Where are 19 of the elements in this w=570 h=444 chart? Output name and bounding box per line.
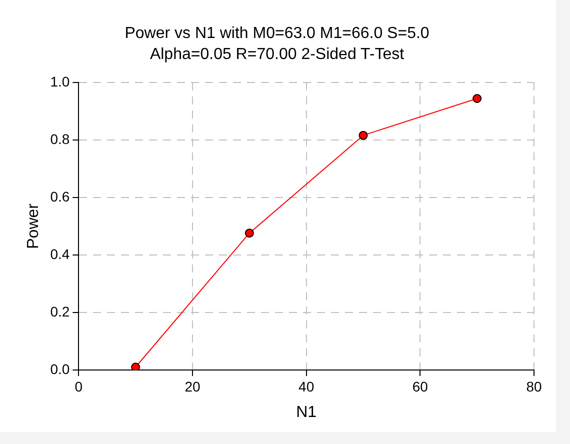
y-tick-label: 0.6 [50,188,70,204]
x-tick-label: 0 [74,378,83,394]
x-tick-label: 80 [526,378,542,394]
y-tick-label: 0.0 [50,360,70,377]
point [244,228,254,238]
y-axis-title: Power [25,202,42,249]
chart-title: Power vs N1 with M0=63.0 M1=66.0 S=5.0 [124,25,430,42]
y-tick-label: 0.4 [50,246,70,262]
y-tick-label: 0.8 [50,130,70,147]
x-tick-label: 20 [184,378,200,394]
y-tick-label: 0.2 [50,303,70,320]
point [358,130,368,140]
chart-subtitle: Alpha=0.05 R=70.00 2-Sided T-Test [150,46,405,64]
point [472,94,482,104]
x-tick-label: 60 [412,378,428,394]
x-tick-label: 40 [298,378,314,394]
y-tick-label: 1.0 [50,73,70,90]
point [131,362,140,370]
x-axis-title: N1 [296,404,317,421]
